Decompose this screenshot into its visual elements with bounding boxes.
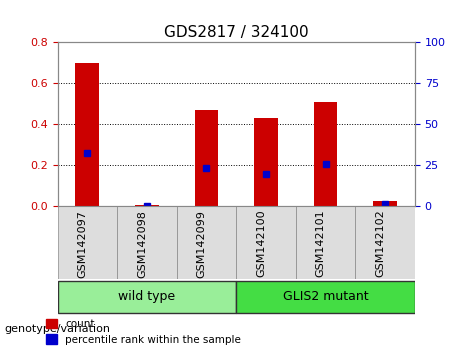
Text: genotype/variation: genotype/variation	[5, 324, 111, 333]
Text: GSM142100: GSM142100	[256, 210, 266, 277]
Bar	[236, 280, 415, 313]
Text: GSM142098: GSM142098	[137, 210, 147, 278]
Bar	[373, 201, 397, 206]
Title: GDS2817 / 324100: GDS2817 / 324100	[164, 25, 308, 40]
Text: wild type: wild type	[118, 290, 176, 303]
Bar	[58, 280, 236, 313]
Bar	[296, 206, 355, 279]
Text: GSM142097: GSM142097	[77, 210, 88, 278]
Text: GSM142101: GSM142101	[316, 210, 325, 277]
Text: GSM142102: GSM142102	[375, 210, 385, 278]
Bar	[58, 206, 117, 279]
Bar	[236, 206, 296, 279]
Bar	[195, 110, 219, 206]
Legend: count, percentile rank within the sample: count, percentile rank within the sample	[42, 315, 245, 349]
Text: GLIS2 mutant: GLIS2 mutant	[283, 290, 368, 303]
Text: GSM142099: GSM142099	[196, 210, 207, 278]
Bar	[177, 206, 236, 279]
Bar	[355, 206, 415, 279]
Bar	[254, 118, 278, 206]
Bar	[135, 205, 159, 206]
Bar	[117, 206, 177, 279]
Bar	[76, 63, 99, 206]
Bar	[313, 102, 337, 206]
